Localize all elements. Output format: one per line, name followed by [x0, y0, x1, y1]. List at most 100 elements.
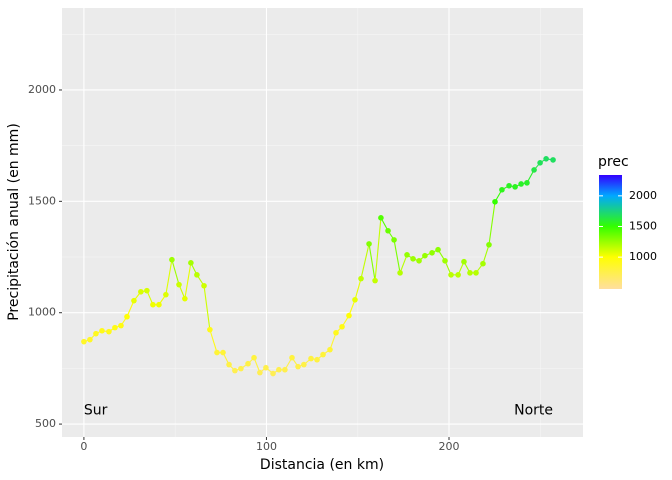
point — [537, 160, 543, 166]
point — [150, 301, 156, 308]
point — [131, 297, 137, 304]
colorbar — [599, 175, 622, 289]
point — [346, 312, 352, 319]
point — [169, 256, 175, 263]
point — [270, 370, 276, 377]
line-segment — [360, 243, 370, 279]
point — [245, 360, 251, 367]
line-segment — [348, 299, 356, 316]
point — [156, 301, 162, 308]
point — [176, 281, 182, 288]
point — [416, 258, 422, 264]
point — [512, 184, 518, 190]
y-tick-label: 2000 — [28, 83, 56, 96]
point — [473, 270, 479, 276]
point — [499, 186, 505, 193]
point — [232, 367, 238, 374]
line-segment — [126, 300, 135, 317]
point — [524, 180, 530, 186]
point — [87, 336, 93, 343]
point — [492, 198, 498, 205]
point — [214, 349, 220, 356]
point — [144, 287, 150, 294]
point — [201, 282, 207, 289]
point — [366, 241, 372, 247]
x-tick-label: 0 — [80, 440, 87, 453]
point — [289, 354, 295, 361]
line-segment — [393, 239, 401, 273]
x-tick-label: 100 — [256, 440, 277, 453]
line-segment — [399, 254, 408, 274]
line-segment — [368, 243, 376, 281]
point — [352, 296, 358, 303]
point — [404, 251, 410, 258]
point — [372, 277, 378, 284]
point — [410, 256, 416, 262]
point — [295, 363, 301, 370]
point — [207, 326, 213, 333]
point — [486, 241, 492, 248]
point — [194, 272, 200, 278]
point — [435, 246, 441, 253]
y-tick-label: 1500 — [28, 194, 56, 207]
point — [308, 355, 314, 362]
y-tick-label: 1000 — [28, 306, 56, 319]
point — [442, 258, 448, 264]
line-segment — [488, 201, 496, 245]
legend-label: 2000 — [629, 189, 657, 202]
point — [251, 354, 257, 361]
point — [188, 260, 194, 266]
annotation: Sur — [84, 403, 108, 419]
point — [358, 275, 364, 282]
point — [518, 181, 524, 187]
line-segment — [165, 259, 173, 295]
point — [81, 338, 87, 345]
point — [461, 258, 467, 265]
point — [99, 327, 105, 334]
annotation: Norte — [514, 403, 553, 419]
line-segment — [184, 262, 192, 299]
point — [333, 329, 339, 336]
point — [391, 237, 397, 243]
point — [182, 295, 188, 302]
line-segment — [329, 332, 337, 350]
point — [226, 361, 232, 368]
x-tick-label: 200 — [439, 440, 460, 453]
point — [467, 270, 473, 276]
line-segment — [354, 278, 362, 300]
y-tick-label: 500 — [35, 417, 56, 430]
point — [397, 270, 403, 276]
point — [506, 182, 512, 189]
point — [276, 366, 282, 373]
line-segment — [171, 259, 180, 285]
point — [339, 323, 345, 330]
point — [378, 215, 384, 221]
panel — [62, 8, 583, 437]
point — [429, 249, 435, 256]
y-axis-title: Precipitación anual (en mm) — [6, 123, 22, 321]
point — [118, 322, 124, 329]
point — [282, 366, 288, 373]
line-segment — [209, 329, 218, 353]
point — [550, 157, 556, 163]
legend-label: 1000 — [629, 250, 657, 263]
point — [257, 369, 263, 376]
point — [263, 364, 269, 371]
point — [301, 361, 307, 368]
point — [238, 365, 244, 372]
line-segment — [203, 285, 211, 330]
point — [320, 351, 326, 358]
point — [448, 272, 454, 278]
point — [93, 330, 99, 337]
x-axis-title: Distancia (en km) — [260, 457, 384, 473]
point — [543, 155, 549, 162]
point — [112, 324, 118, 331]
point — [385, 227, 391, 234]
line-segment — [374, 217, 382, 281]
point — [163, 291, 169, 298]
legend-title: prec — [598, 154, 629, 170]
point — [124, 313, 130, 320]
point — [455, 272, 461, 278]
point — [106, 328, 112, 335]
point — [138, 288, 144, 295]
